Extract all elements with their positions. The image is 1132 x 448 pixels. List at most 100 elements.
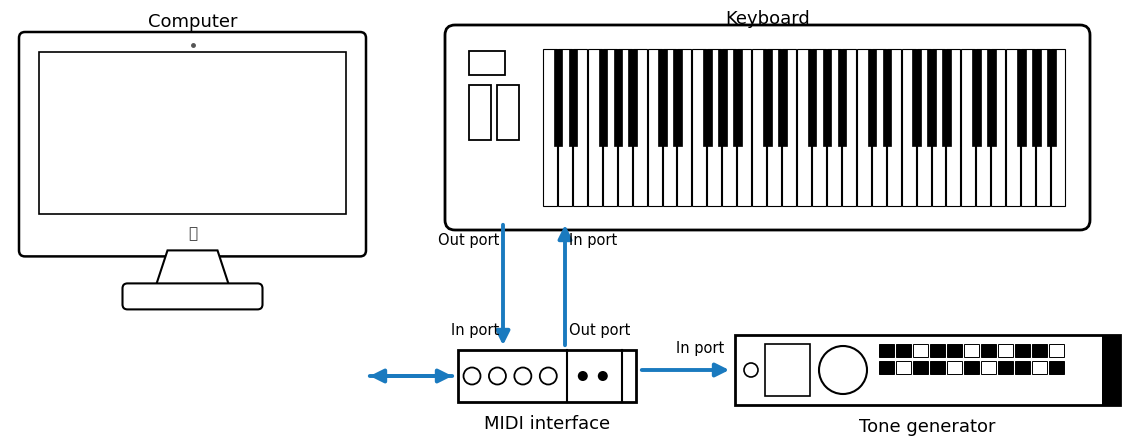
Bar [469,51,505,75]
Bar [778,49,787,146]
Bar [797,49,811,206]
Bar [872,49,885,206]
Bar [573,49,586,206]
FancyBboxPatch shape [19,32,366,256]
Text: ⌗: ⌗ [188,226,197,241]
Circle shape [598,371,608,381]
Bar [722,49,736,206]
Bar [659,49,667,146]
Text: Out port: Out port [569,323,631,337]
Bar [469,85,491,140]
Bar [947,361,962,374]
Bar [808,49,816,146]
Bar [914,344,928,357]
Bar [946,49,960,206]
Bar [558,49,572,206]
Bar [782,49,796,206]
Text: In port: In port [451,323,499,337]
Bar [1050,49,1065,206]
Bar [693,49,706,206]
Bar [1032,361,1047,374]
Bar [981,344,996,357]
Bar [735,335,1120,405]
Bar [38,52,346,215]
Bar [947,344,962,357]
Bar [1021,49,1035,206]
Bar [703,49,712,146]
Bar [1047,49,1055,146]
Bar [614,49,623,146]
Bar [628,49,637,146]
Bar [543,49,557,206]
Bar [752,49,766,206]
Circle shape [463,367,480,384]
Bar [1015,344,1030,357]
Circle shape [489,367,506,384]
Bar [987,49,996,146]
Circle shape [577,371,588,381]
Text: Keyboard: Keyboard [726,10,809,28]
Bar [497,85,518,140]
Bar [998,344,1013,357]
Bar [917,49,931,206]
Bar [976,49,990,206]
Bar [972,49,980,146]
Bar [931,344,945,357]
Bar [554,49,563,146]
Bar [886,49,901,206]
Bar [964,344,979,357]
Bar [812,49,826,206]
Bar [1101,335,1120,405]
Bar [602,49,617,206]
Text: In port: In port [569,233,617,247]
Bar [1032,344,1047,357]
Circle shape [540,367,557,384]
Circle shape [744,363,758,377]
Bar [763,49,772,146]
Text: MIDI interface: MIDI interface [484,415,610,433]
Bar [1036,49,1050,206]
Bar [677,49,692,206]
Bar [932,49,945,206]
Bar [838,49,847,146]
Bar [1049,344,1064,357]
Bar [823,49,831,146]
Bar [897,361,911,374]
Bar [734,49,741,146]
Bar [662,49,677,206]
Polygon shape [155,250,230,289]
Bar [599,49,607,146]
Bar [568,49,577,146]
Bar [931,361,945,374]
Bar [981,361,996,374]
Bar [767,49,781,206]
Text: In port: In port [676,340,724,356]
Bar [912,49,921,146]
Text: Tone generator: Tone generator [859,418,996,436]
Bar [648,49,661,206]
Bar [708,49,721,206]
Bar [588,49,602,206]
Bar [618,49,632,206]
Bar [992,49,1005,206]
Bar [927,49,936,146]
Bar [897,344,911,357]
Bar [964,361,979,374]
Bar [901,49,916,206]
Bar [633,49,646,206]
Bar [857,49,871,206]
Bar [961,49,976,206]
Bar [674,49,681,146]
Bar [942,49,951,146]
Bar [880,344,894,357]
Bar [867,49,876,146]
Circle shape [514,367,531,384]
Bar [1017,49,1026,146]
Bar [883,49,891,146]
Text: Computer: Computer [148,13,238,31]
Bar [1015,361,1030,374]
Bar [1006,49,1020,206]
Bar [914,361,928,374]
Bar [458,350,636,402]
Bar [880,361,894,374]
